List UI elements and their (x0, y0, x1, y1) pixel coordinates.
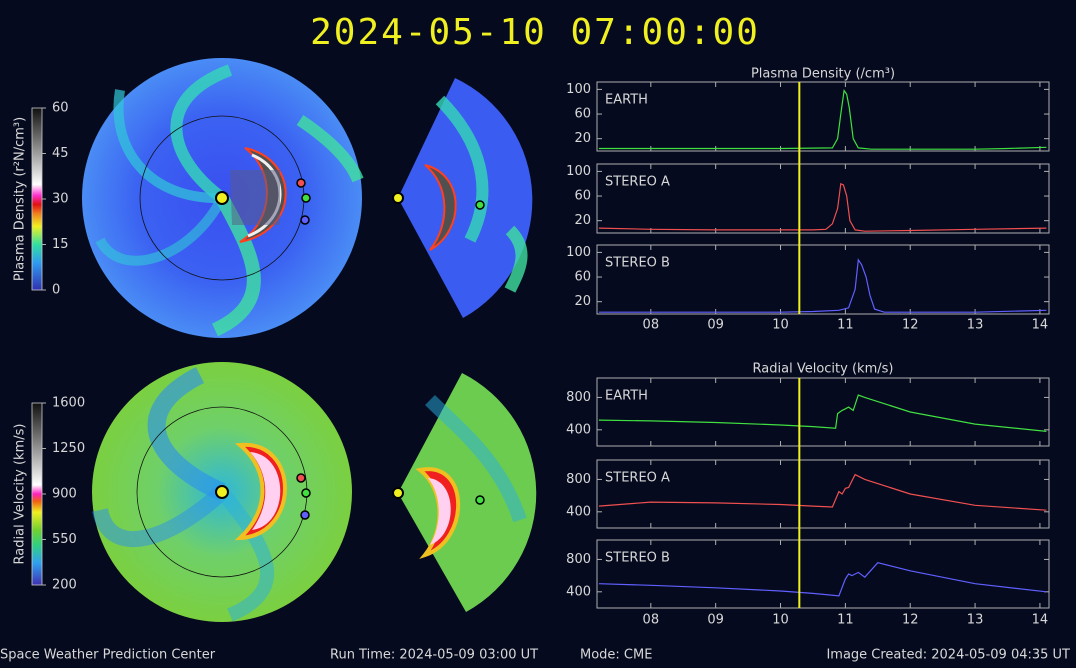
series-line (598, 258, 1047, 313)
density-disc (82, 58, 364, 338)
x-tick-label: 12 (902, 613, 919, 628)
y-tick-label: 400 (566, 422, 591, 437)
y-tick-label: 800 (566, 390, 591, 405)
panel-frame (596, 244, 1050, 315)
colorbar (31, 107, 43, 291)
colorbar-label: Plasma Density (r²N/cm³) (13, 117, 28, 281)
colorbar-tick-label: 550 (52, 532, 77, 547)
chart-title: Plasma Density (/cm³) (751, 67, 895, 82)
x-tick-label: 10 (772, 613, 789, 628)
panel-frame (596, 459, 1050, 529)
y-tick-label: 400 (566, 584, 591, 599)
footer-created: Image Created: 2024-05-09 04:35 UT (826, 648, 1070, 663)
x-tick-label: 11 (837, 613, 854, 628)
y-tick-label: 800 (566, 472, 591, 487)
panel-label: STEREO B (605, 256, 670, 271)
colorbar-tick-label: 15 (52, 237, 69, 252)
y-tick-label: 100 (566, 82, 591, 97)
series-line (598, 473, 1047, 511)
colorbar-tick-label: 900 (52, 487, 77, 502)
y-tick-label: 60 (574, 189, 591, 204)
panel-label: STEREO B (605, 551, 670, 566)
x-tick-label: 14 (1032, 318, 1049, 333)
series-line (598, 394, 1047, 432)
colorbar-tick-label: 200 (52, 578, 77, 593)
footer-center: Space Weather Prediction Center (0, 648, 216, 663)
x-tick-label: 09 (707, 318, 724, 333)
x-tick-label: 10 (772, 318, 789, 333)
velocity-disc (92, 362, 352, 622)
x-tick-label: 13 (967, 613, 984, 628)
series-line (598, 182, 1047, 232)
panel-frame (596, 539, 1050, 609)
y-tick-label: 100 (566, 164, 591, 179)
density-wedge (392, 78, 533, 318)
y-tick-label: 60 (574, 270, 591, 285)
colorbar-tick-label: 0 (52, 283, 60, 298)
y-tick-label: 800 (566, 552, 591, 567)
x-tick-label: 08 (643, 318, 660, 333)
footer-run-time: Run Time: 2024-05-09 03:00 UT (330, 648, 538, 663)
series-line (598, 562, 1047, 597)
x-tick-label: 13 (967, 318, 984, 333)
y-tick-label: 60 (574, 107, 591, 122)
x-tick-label: 11 (837, 318, 854, 333)
y-tick-label: 100 (566, 245, 591, 260)
panel-frame (596, 163, 1050, 234)
panel-frame (596, 377, 1050, 447)
panel-label: EARTH (605, 389, 648, 404)
x-tick-label: 09 (707, 613, 724, 628)
colorbar-tick-label: 30 (52, 192, 69, 207)
panel-label: EARTH (605, 93, 648, 108)
colorbar-tick-label: 45 (52, 146, 69, 161)
chart-title: Radial Velocity (km/s) (753, 362, 894, 377)
x-tick-label: 08 (643, 613, 660, 628)
panel-label: STEREO A (605, 175, 670, 190)
footer-mode: Mode: CME (580, 648, 652, 663)
colorbar (31, 402, 43, 586)
y-tick-label: 20 (574, 131, 591, 146)
series-line (598, 89, 1047, 150)
colorbar-tick-label: 1250 (52, 441, 85, 456)
y-tick-label: 20 (574, 213, 591, 228)
x-tick-label: 14 (1032, 613, 1049, 628)
panel-label: STEREO A (605, 471, 670, 486)
colorbar-label: Radial Velocity (km/s) (13, 424, 28, 565)
x-tick-label: 12 (902, 318, 919, 333)
colorbar-tick-label: 1600 (52, 396, 85, 411)
panel-frame (596, 81, 1050, 152)
timestamp: 2024-05-10 07:00:00 (310, 12, 760, 53)
y-tick-label: 20 (574, 294, 591, 309)
velocity-wedge (392, 373, 537, 612)
y-tick-label: 400 (566, 504, 591, 519)
colorbar-tick-label: 60 (52, 101, 69, 116)
